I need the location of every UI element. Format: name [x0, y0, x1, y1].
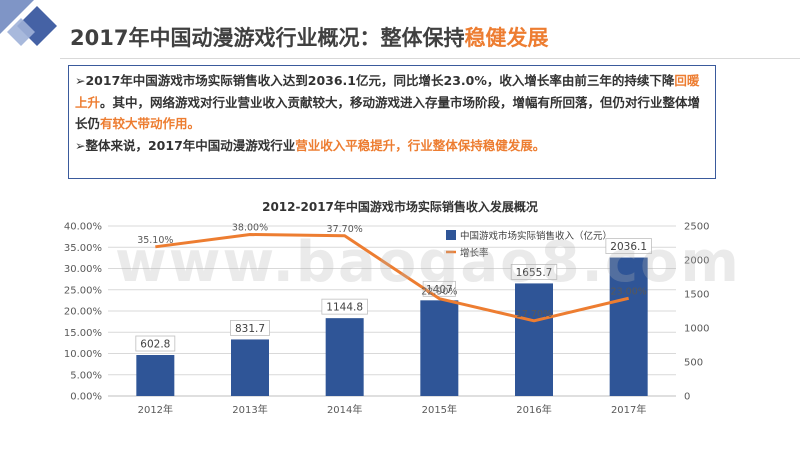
decorative-diamonds	[0, 0, 57, 46]
x-tick-label: 2013年	[232, 403, 267, 416]
legend-bar-label: 中国游戏市场实际销售收入（亿元）	[460, 230, 612, 242]
y-right-tick-label: 2000	[684, 256, 709, 267]
bar-2015年	[420, 300, 459, 396]
summary-text: ➢2017年中国游戏市场实际销售收入达到2036.1亿元，同比增长23.0%，收…	[75, 73, 675, 88]
bar-data-label-box	[321, 298, 368, 315]
bar-data-label: 2036.1	[610, 241, 647, 253]
x-tick-label: 2017年	[611, 403, 646, 416]
bar-2014年	[325, 318, 364, 396]
line-data-label: 17.70%	[516, 309, 552, 320]
x-tick-label: 2016年	[516, 403, 551, 416]
y-right-tick-label: 1500	[684, 290, 709, 301]
bar-2017年	[609, 257, 648, 396]
y-right-tick-label: 0	[684, 392, 690, 403]
summary-text: 。其中，网络游戏对行业营业收入贡献较大，移动游戏进入存量市场阶段，增幅有所回落，…	[75, 94, 701, 132]
bar-data-label-box	[510, 264, 558, 280]
summary-paragraph-2: ➢整体来说，2017年中国动漫游戏行业营业收入平稳提升，行业整体保持稳健发展。	[75, 135, 707, 157]
bar-data-label: 602.8	[140, 339, 170, 351]
page-title: 2017年中国动漫游戏行业概况：整体保持稳健发展	[70, 22, 548, 52]
legend-line-label: 增长率	[460, 247, 489, 259]
y-left-tick-label: 5.00%	[70, 370, 102, 381]
y-left-tick-label: 30.00%	[64, 264, 102, 275]
y-right-tick-label: 500	[684, 358, 703, 369]
legend-bar-swatch	[446, 230, 456, 240]
bar-data-label: 1655.7	[516, 267, 553, 279]
line-data-label: 35.10%	[137, 235, 173, 246]
bar-data-label-box	[605, 238, 652, 254]
x-tick-label: 2014年	[327, 403, 362, 416]
bar-2016年	[515, 283, 553, 396]
page-title-highlight: 稳健发展	[464, 26, 549, 50]
y-right-tick-label: 1000	[684, 324, 709, 335]
summary-paragraph-1: ➢2017年中国游戏市场实际销售收入达到2036.1亿元，同比增长23.0%，收…	[75, 70, 707, 135]
y-left-tick-label: 10.00%	[64, 349, 102, 360]
growth-rate-line	[155, 233, 630, 323]
summary-text: ➢整体来说，2017年中国动漫游戏行业	[75, 137, 296, 153]
bar-data-label: 1144.8	[326, 302, 363, 314]
bar-2012年	[136, 355, 175, 396]
y-right-tick-label: 2500	[684, 222, 709, 233]
title-divider	[60, 58, 800, 59]
bar-data-label: 831.7	[235, 323, 265, 335]
page-title-main: 2017年中国动漫游戏行业概况：整体保持	[70, 26, 465, 50]
y-left-tick-label: 20.00%	[64, 307, 102, 318]
x-tick-label: 2012年	[138, 403, 173, 416]
line-data-label: 38.00%	[232, 223, 268, 234]
summary-highlight: 营业收入平稳提升，行业整体保持稳健发展。	[295, 137, 546, 153]
summary-textbox: ➢2017年中国游戏市场实际销售收入达到2036.1亿元，同比增长23.0%，收…	[68, 65, 716, 179]
y-left-tick-label: 40.00%	[64, 222, 102, 233]
chart-title: 2012-2017年中国游戏市场实际销售收入发展概况	[262, 199, 538, 214]
y-left-tick-label: 0.00%	[70, 392, 102, 403]
y-left-tick-label: 25.00%	[64, 285, 102, 296]
x-tick-label: 2015年	[422, 403, 457, 416]
summary-highlight: 回暖上升	[75, 73, 700, 110]
line-data-label: 37.70%	[327, 224, 363, 235]
line-data-label: 23.00%	[611, 286, 647, 297]
y-left-tick-label: 15.00%	[64, 328, 102, 339]
bar-2013年	[231, 339, 269, 396]
bar-data-label-box	[135, 335, 176, 352]
y-left-tick-label: 35.00%	[64, 243, 102, 254]
bar-data-label-box	[230, 320, 270, 336]
revenue-combo-chart: 2012-2017年中国游戏市场实际销售收入发展概况 0.00% 5.00% 10.0…	[64, 199, 710, 416]
summary-highlight: 有较大带动作用。	[100, 116, 201, 131]
line-data-label: 22.90%	[421, 287, 457, 298]
